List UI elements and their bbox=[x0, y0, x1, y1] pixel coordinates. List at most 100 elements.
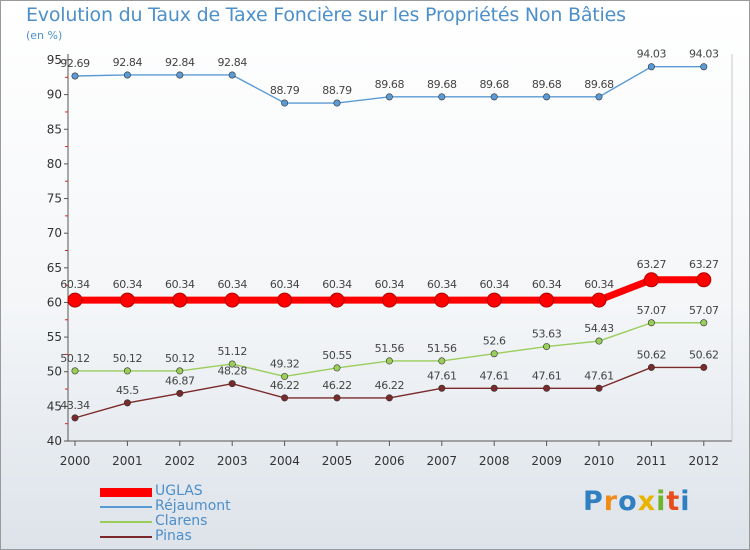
data-label: 88.79 bbox=[322, 84, 352, 97]
data-point bbox=[228, 71, 236, 79]
data-label: 60.34 bbox=[270, 278, 300, 291]
data-label: 60.34 bbox=[165, 278, 195, 291]
data-point bbox=[486, 292, 502, 308]
x-tick-label: 2010 bbox=[584, 454, 615, 468]
data-label: 43.34 bbox=[60, 399, 90, 412]
data-label: 53.63 bbox=[532, 328, 562, 341]
y-tick-label: 75 bbox=[47, 192, 62, 206]
data-label: 92.84 bbox=[113, 56, 143, 69]
legend-label: Réjaumont bbox=[155, 498, 231, 514]
data-label: 63.27 bbox=[637, 258, 667, 271]
y-axis-unit: (en %) bbox=[26, 29, 63, 42]
data-point bbox=[381, 292, 397, 308]
data-label: 60.34 bbox=[113, 278, 143, 291]
legend-label: Pinas bbox=[155, 528, 192, 544]
data-label: 50.12 bbox=[165, 352, 195, 365]
data-label: 51.12 bbox=[217, 345, 247, 358]
data-point bbox=[119, 292, 135, 308]
y-tick-label: 60 bbox=[47, 295, 62, 309]
data-point bbox=[228, 360, 236, 368]
legend-swatch bbox=[100, 506, 152, 508]
data-point bbox=[543, 384, 551, 392]
data-point bbox=[385, 394, 393, 402]
legend-swatch bbox=[100, 536, 152, 538]
x-tick-label: 2008 bbox=[479, 454, 510, 468]
data-point bbox=[438, 357, 446, 365]
data-label: 60.34 bbox=[532, 278, 562, 291]
data-point bbox=[277, 292, 293, 308]
x-tick-label: 2003 bbox=[217, 454, 248, 468]
data-label: 60.34 bbox=[584, 278, 614, 291]
data-point bbox=[595, 337, 603, 345]
y-tick-label: 70 bbox=[47, 226, 62, 240]
data-label: 51.56 bbox=[427, 342, 457, 355]
data-point bbox=[539, 292, 555, 308]
data-label: 50.12 bbox=[113, 352, 143, 365]
data-point bbox=[696, 272, 712, 288]
data-label: 60.34 bbox=[322, 278, 352, 291]
legend-label: Clarens bbox=[155, 513, 208, 529]
data-point bbox=[647, 63, 655, 71]
y-tick-label: 80 bbox=[47, 157, 62, 171]
data-label: 50.55 bbox=[322, 349, 352, 362]
data-label: 48.28 bbox=[217, 365, 247, 378]
data-label: 60.34 bbox=[427, 278, 457, 291]
legend-swatch bbox=[100, 521, 152, 523]
data-point bbox=[490, 384, 498, 392]
logo-letter: r bbox=[603, 486, 619, 517]
data-label: 92.84 bbox=[217, 56, 247, 69]
data-label: 47.61 bbox=[427, 369, 457, 382]
logo-letter: i bbox=[656, 486, 667, 517]
y-tick-label: 85 bbox=[47, 122, 62, 136]
data-label: 89.68 bbox=[375, 78, 405, 91]
data-label: 60.34 bbox=[60, 278, 90, 291]
data-label: 52.6 bbox=[483, 335, 506, 348]
logo-letter: x bbox=[637, 486, 657, 517]
data-point bbox=[591, 292, 607, 308]
data-label: 45.5 bbox=[116, 384, 139, 397]
data-point bbox=[333, 99, 341, 107]
data-point bbox=[438, 384, 446, 392]
data-point bbox=[333, 394, 341, 402]
y-tick-label: 55 bbox=[47, 330, 62, 344]
data-point bbox=[543, 93, 551, 101]
x-tick-label: 2009 bbox=[531, 454, 562, 468]
data-point bbox=[647, 363, 655, 371]
data-point bbox=[595, 384, 603, 392]
x-tick-label: 2002 bbox=[165, 454, 196, 468]
x-tick-label: 2012 bbox=[689, 454, 720, 468]
data-label: 46.22 bbox=[270, 379, 300, 392]
data-point bbox=[281, 394, 289, 402]
data-label: 92.69 bbox=[60, 57, 90, 70]
data-label: 63.27 bbox=[689, 258, 719, 271]
y-tick-label: 50 bbox=[47, 365, 62, 379]
data-point bbox=[123, 367, 131, 375]
data-point bbox=[176, 389, 184, 397]
data-point bbox=[333, 364, 341, 372]
data-label: 50.62 bbox=[637, 348, 667, 361]
data-label: 94.03 bbox=[689, 48, 719, 61]
x-tick-label: 2006 bbox=[374, 454, 405, 468]
data-label: 89.68 bbox=[584, 78, 614, 91]
x-tick-label: 2007 bbox=[427, 454, 458, 468]
data-point bbox=[595, 93, 603, 101]
data-label: 89.68 bbox=[427, 78, 457, 91]
data-point bbox=[71, 414, 79, 422]
y-tick-label: 65 bbox=[47, 261, 62, 275]
data-point bbox=[172, 292, 188, 308]
data-label: 57.07 bbox=[637, 304, 667, 317]
chart-title: Evolution du Taux de Taxe Foncière sur l… bbox=[26, 4, 626, 26]
data-label: 51.56 bbox=[375, 342, 405, 355]
data-point bbox=[434, 292, 450, 308]
legend-swatch bbox=[100, 487, 152, 497]
data-label: 60.34 bbox=[479, 278, 509, 291]
data-point bbox=[176, 71, 184, 79]
data-point bbox=[490, 93, 498, 101]
data-label: 60.34 bbox=[375, 278, 405, 291]
y-tick-label: 90 bbox=[47, 88, 62, 102]
data-label: 46.87 bbox=[165, 374, 195, 387]
data-label: 92.84 bbox=[165, 56, 195, 69]
data-point bbox=[123, 71, 131, 79]
